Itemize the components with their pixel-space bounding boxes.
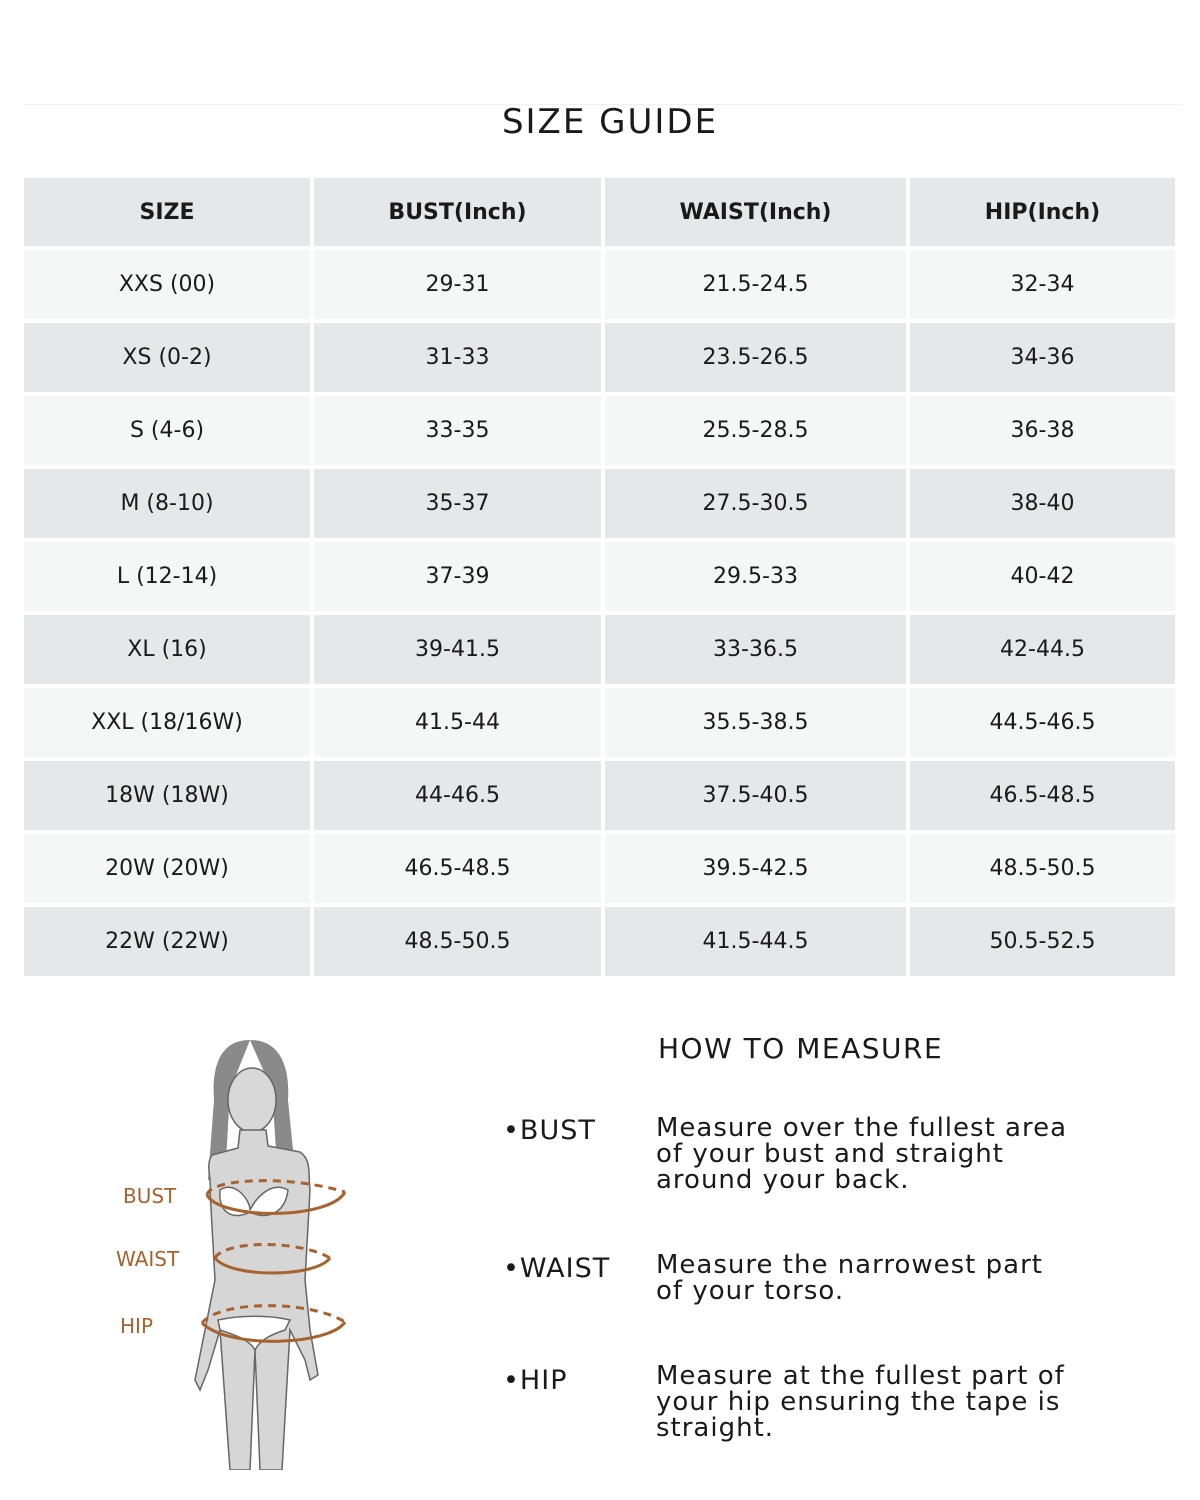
cell-waist: 21.5-24.5 [605, 250, 906, 319]
table-row: 22W (22W) 48.5-50.5 41.5-44.5 50.5-52.5 [24, 907, 1175, 976]
header-waist: WAIST(Inch) [605, 178, 906, 246]
cell-waist: 25.5-28.5 [605, 396, 906, 465]
cell-size: 20W (20W) [24, 834, 310, 903]
table-header-row: SIZE BUST(Inch) WAIST(Inch) HIP(Inch) [24, 178, 1175, 246]
cell-bust: 48.5-50.5 [314, 907, 601, 976]
cell-hip: 42-44.5 [910, 615, 1175, 684]
cell-hip: 44.5-46.5 [910, 688, 1175, 757]
cell-size: XL (16) [24, 615, 310, 684]
how-to-measure-title: HOW TO MEASURE [658, 1032, 944, 1065]
table-row: 18W (18W) 44-46.5 37.5-40.5 46.5-48.5 [24, 761, 1175, 830]
cell-size: L (12-14) [24, 542, 310, 611]
measure-name-hip: •HIP [503, 1365, 568, 1396]
cell-hip: 36-38 [910, 396, 1175, 465]
measure-desc-bust: Measure over the fullest area of your bu… [656, 1113, 1068, 1195]
size-table: SIZE BUST(Inch) WAIST(Inch) HIP(Inch) XX… [20, 174, 1179, 980]
cell-waist: 29.5-33 [605, 542, 906, 611]
cell-waist: 41.5-44.5 [605, 907, 906, 976]
cell-hip: 34-36 [910, 323, 1175, 392]
cell-bust: 37-39 [314, 542, 601, 611]
table-row: XXL (18/16W) 41.5-44 35.5-38.5 44.5-46.5 [24, 688, 1175, 757]
measure-name-bust: •BUST [503, 1115, 596, 1146]
cell-hip: 40-42 [910, 542, 1175, 611]
cell-hip: 46.5-48.5 [910, 761, 1175, 830]
table-row: 20W (20W) 46.5-48.5 39.5-42.5 48.5-50.5 [24, 834, 1175, 903]
cell-waist: 39.5-42.5 [605, 834, 906, 903]
body-measurement-figure: BUST WAIST HIP [100, 1030, 400, 1471]
cell-size: XXS (00) [24, 250, 310, 319]
cell-size: M (8-10) [24, 469, 310, 538]
cell-hip: 32-34 [910, 250, 1175, 319]
cell-bust: 29-31 [314, 250, 601, 319]
cell-waist: 35.5-38.5 [605, 688, 906, 757]
cell-bust: 44-46.5 [314, 761, 601, 830]
cell-waist: 27.5-30.5 [605, 469, 906, 538]
figure-label-waist: WAIST [116, 1247, 180, 1271]
table-row: S (4-6) 33-35 25.5-28.5 36-38 [24, 396, 1175, 465]
cell-waist: 23.5-26.5 [605, 323, 906, 392]
table-row: L (12-14) 37-39 29.5-33 40-42 [24, 542, 1175, 611]
cell-size: XS (0-2) [24, 323, 310, 392]
cell-waist: 37.5-40.5 [605, 761, 906, 830]
table-row: XS (0-2) 31-33 23.5-26.5 34-36 [24, 323, 1175, 392]
cell-waist: 33-36.5 [605, 615, 906, 684]
figure-label-bust: BUST [123, 1184, 177, 1208]
cell-hip: 50.5-52.5 [910, 907, 1175, 976]
measure-name-waist: •WAIST [503, 1253, 611, 1284]
cell-bust: 39-41.5 [314, 615, 601, 684]
cell-hip: 38-40 [910, 469, 1175, 538]
divider [24, 104, 1183, 105]
cell-bust: 31-33 [314, 323, 601, 392]
measure-desc-waist: Measure the narrowest part of your torso… [656, 1250, 1043, 1306]
cell-hip: 48.5-50.5 [910, 834, 1175, 903]
header-bust: BUST(Inch) [314, 178, 601, 246]
figure-label-hip: HIP [120, 1314, 153, 1338]
page-title: SIZE GUIDE [501, 102, 719, 142]
woman-figure-illustration [194, 1040, 347, 1471]
header-hip: HIP(Inch) [910, 178, 1175, 246]
cell-bust: 35-37 [314, 469, 601, 538]
table-row: XXS (00) 29-31 21.5-24.5 32-34 [24, 250, 1175, 319]
header-size: SIZE [24, 178, 310, 246]
cell-bust: 41.5-44 [314, 688, 601, 757]
cell-bust: 46.5-48.5 [314, 834, 601, 903]
cell-bust: 33-35 [314, 396, 601, 465]
table-row: XL (16) 39-41.5 33-36.5 42-44.5 [24, 615, 1175, 684]
cell-size: XXL (18/16W) [24, 688, 310, 757]
table-row: M (8-10) 35-37 27.5-30.5 38-40 [24, 469, 1175, 538]
measure-desc-hip: Measure at the fullest part of your hip … [656, 1361, 1065, 1443]
cell-size: 18W (18W) [24, 761, 310, 830]
cell-size: 22W (22W) [24, 907, 310, 976]
cell-size: S (4-6) [24, 396, 310, 465]
